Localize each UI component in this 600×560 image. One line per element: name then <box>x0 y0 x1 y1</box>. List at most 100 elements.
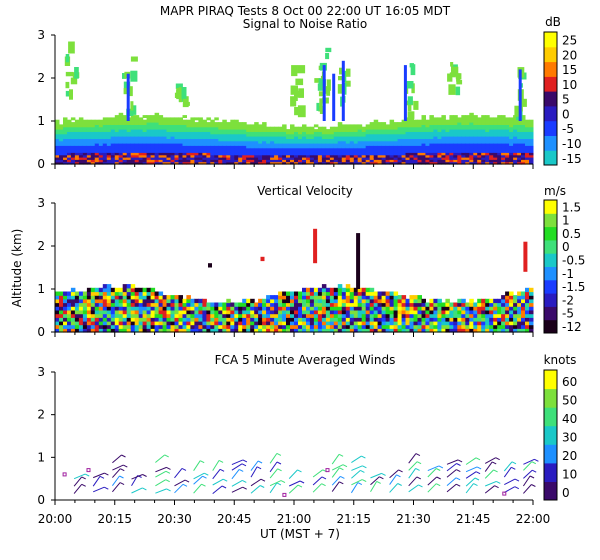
velocity-cell <box>234 306 239 311</box>
snr-cell <box>74 154 80 158</box>
snr-cell <box>246 161 251 165</box>
snr-cell <box>86 133 92 137</box>
velocity-cell <box>417 313 422 318</box>
snr-cell <box>186 159 191 163</box>
wind-barb-flag <box>415 453 421 457</box>
snr-cell <box>457 138 462 142</box>
wind-barb <box>155 479 166 487</box>
velocity-cell <box>98 291 104 296</box>
velocity-cell <box>234 309 239 315</box>
velocity-cell <box>421 328 426 333</box>
snr-cell <box>55 159 60 163</box>
snr-cell <box>130 143 136 146</box>
snr-cell <box>485 124 490 128</box>
snr-cell <box>513 124 518 128</box>
snr-cell <box>278 140 283 144</box>
snr-cell <box>186 133 191 137</box>
velocity-cell <box>453 320 458 326</box>
snr-cell <box>182 140 187 144</box>
snr-cell <box>365 126 371 130</box>
snr-cell <box>222 138 227 142</box>
snr-cell <box>501 138 506 142</box>
velocity-cell <box>142 287 148 293</box>
snr-cell <box>505 136 510 139</box>
wind-barb-flag <box>199 460 205 464</box>
wind-barb <box>389 469 399 479</box>
snr-cell <box>445 161 450 165</box>
snr-cell <box>178 117 183 121</box>
snr-cell <box>321 152 327 156</box>
snr-cell <box>397 126 403 130</box>
snr-cell <box>210 154 215 158</box>
snr-cell <box>381 154 387 158</box>
velocity-cell <box>258 298 263 304</box>
velocity-cell <box>238 320 243 326</box>
velocity-cell <box>353 306 359 311</box>
snr-cell <box>333 161 339 165</box>
snr-cell <box>381 147 387 151</box>
snr-cell <box>461 131 466 135</box>
snr-cell <box>254 140 259 144</box>
snr-cell <box>190 133 195 137</box>
snr-cell <box>298 154 303 158</box>
snr-cell <box>513 140 518 144</box>
snr-cell <box>154 122 160 125</box>
velocity-cell <box>381 302 387 307</box>
velocity-cell <box>110 313 116 318</box>
snr-cell <box>437 126 442 130</box>
velocity-cell <box>449 313 454 318</box>
velocity-cell <box>55 306 60 311</box>
velocity-cell <box>270 328 275 333</box>
velocity-cell <box>270 306 275 311</box>
snr-cell <box>94 129 100 132</box>
velocity-cell <box>178 313 183 318</box>
snr-cell <box>397 122 403 125</box>
snr-cell <box>525 129 530 132</box>
snr-cell <box>409 154 414 158</box>
snr-cell <box>126 157 132 160</box>
velocity-cell <box>389 295 395 300</box>
snr-cell <box>186 140 191 144</box>
snr-cell <box>198 161 203 165</box>
snr-cell <box>457 124 462 128</box>
snr-cell <box>445 143 450 146</box>
snr-cell <box>361 159 367 163</box>
snr-cell <box>166 126 171 130</box>
snr-cell <box>381 138 387 142</box>
snr-cell <box>174 133 179 137</box>
velocity-cell <box>445 317 450 322</box>
snr-cell <box>258 154 263 158</box>
wind-barb <box>504 478 516 486</box>
wind-barb <box>73 476 83 487</box>
velocity-cell <box>341 317 347 322</box>
velocity-cell <box>270 324 275 329</box>
velocity-cell <box>74 306 80 311</box>
velocity-cell <box>401 295 407 300</box>
velocity-cell <box>317 306 323 311</box>
velocity-cell <box>389 328 395 333</box>
velocity-cell <box>194 320 199 326</box>
snr-cell <box>473 131 478 135</box>
velocity-cell <box>158 302 164 307</box>
snr-cell <box>389 159 395 163</box>
snr-cell <box>242 154 247 158</box>
snr-cell <box>106 157 112 160</box>
velocity-cell <box>345 298 351 304</box>
velocity-cell <box>509 320 514 326</box>
velocity-cell <box>138 298 144 304</box>
snr-cell <box>353 161 359 165</box>
snr-cell <box>222 119 227 123</box>
snr-cell <box>389 150 395 153</box>
snr-cell <box>242 122 247 125</box>
snr-cell <box>521 154 526 158</box>
snr-cell <box>489 143 494 146</box>
velocity-cell <box>357 309 363 315</box>
snr-cell <box>166 119 171 123</box>
wind-barb <box>193 475 203 485</box>
velocity-cell <box>114 324 120 329</box>
snr-cell <box>218 159 223 163</box>
velocity-cell <box>198 328 203 333</box>
snr-cell <box>166 117 171 121</box>
snr-cell <box>298 140 303 144</box>
